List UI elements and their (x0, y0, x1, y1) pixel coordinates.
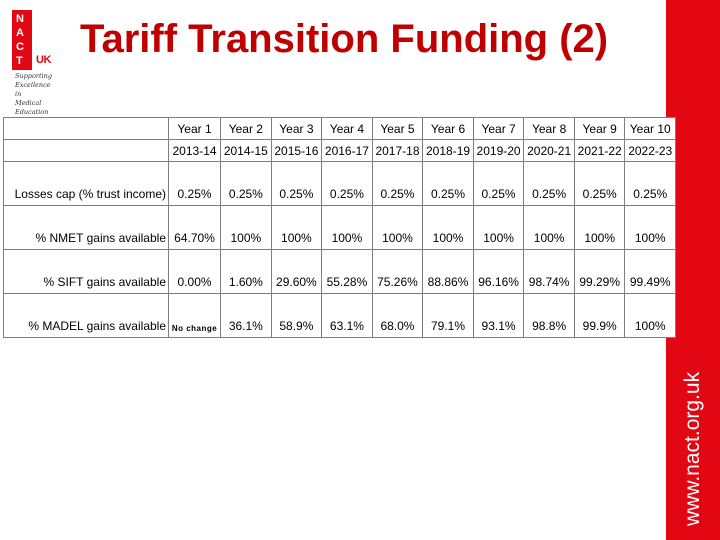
table-cell: 0.25% (220, 161, 272, 206)
table-cell: 100% (220, 205, 272, 250)
period-header: 2013-14 (167, 139, 222, 162)
year-header: Year 6 (422, 117, 474, 140)
period-header: 2017-18 (371, 139, 424, 162)
tagline-line: Education (15, 108, 49, 116)
table-cell: 100% (422, 205, 474, 250)
table-cell: 0.25% (624, 161, 676, 206)
year-header: Year 1 (167, 117, 222, 140)
year-header: Year 10 (624, 117, 676, 140)
table-cell: 100% (321, 205, 373, 250)
logo-letter: N (16, 13, 24, 25)
header-corner (3, 117, 169, 140)
table-cell: 64.70% (167, 205, 222, 250)
table-cell: 100% (624, 205, 676, 250)
table-cell: 1.60% (220, 249, 272, 294)
table-cell: 88.86% (422, 249, 474, 294)
year-header: Year 2 (220, 117, 272, 140)
period-header: 2016-17 (321, 139, 373, 162)
table-row-losses-cap: Losses cap (% trust income) 0.25% 0.25% … (3, 161, 676, 206)
table-cell: 100% (573, 205, 626, 250)
nact-logo-mark: N A C T (12, 10, 32, 70)
tagline-line: Excellence (15, 81, 51, 89)
period-header: 2019-20 (472, 139, 525, 162)
period-header: 2014-15 (220, 139, 272, 162)
row-label: % SIFT gains available (3, 249, 169, 294)
table-cell: 0.00% (167, 249, 222, 294)
table-cell: 0.25% (523, 161, 575, 206)
table-cell: 0.25% (573, 161, 626, 206)
tagline-line: Medical (15, 99, 42, 107)
table-cell: 55.28% (321, 249, 373, 294)
slide-title: Tariff Transition Funding (2) (80, 17, 609, 61)
logo-letter: A (16, 27, 24, 39)
table-cell: 93.1% (472, 293, 525, 338)
table-cell: 98.8% (523, 293, 575, 338)
logo-tagline: Supporting Excellence in Medical Educati… (15, 72, 69, 117)
table-cell: 68.0% (371, 293, 424, 338)
website-url: www.nact.org.uk (681, 371, 704, 526)
table-row-nmet: % NMET gains available 64.70% 100% 100% … (3, 205, 676, 250)
table-cell: 29.60% (270, 249, 323, 294)
year-header-row: Year 1 Year 2 Year 3 Year 4 Year 5 Year … (3, 117, 676, 140)
table-cell: 100% (624, 293, 676, 338)
table-cell: 0.25% (270, 161, 323, 206)
table-cell: 96.16% (472, 249, 525, 294)
table-cell: 0.25% (472, 161, 525, 206)
tariff-table: Year 1 Year 2 Year 3 Year 4 Year 5 Year … (3, 117, 676, 338)
table-cell: 99.9% (573, 293, 626, 338)
period-header: 2021-22 (573, 139, 626, 162)
nact-logo: N A C T UK Supporting Excellence in Medi… (12, 10, 68, 116)
table-cell: 99.29% (573, 249, 626, 294)
logo-letter: T (16, 55, 23, 67)
table-row-madel: % MADEL gains available No change 36.1% … (3, 293, 676, 338)
table-cell: 79.1% (422, 293, 474, 338)
table-cell: 0.25% (321, 161, 373, 206)
table-cell: 100% (270, 205, 323, 250)
year-header: Year 8 (523, 117, 575, 140)
period-header: 2015-16 (270, 139, 323, 162)
row-label: % NMET gains available (3, 205, 169, 250)
year-header: Year 4 (321, 117, 373, 140)
period-header: 2020-21 (523, 139, 575, 162)
table-cell: 100% (472, 205, 525, 250)
table-row-sift: % SIFT gains available 0.00% 1.60% 29.60… (3, 249, 676, 294)
tagline-line: in (15, 90, 22, 98)
table-cell: 58.9% (270, 293, 323, 338)
header-corner (3, 139, 169, 162)
row-label: Losses cap (% trust income) (3, 161, 169, 206)
table-cell: 75.26% (371, 249, 424, 294)
logo-letter: C (16, 41, 24, 53)
table-cell: 98.74% (523, 249, 575, 294)
tagline-line: Supporting (15, 72, 53, 80)
period-header: 2022-23 (624, 139, 676, 162)
period-header: 2018-19 (422, 139, 474, 162)
logo-uk: UK (36, 54, 51, 66)
year-header: Year 3 (270, 117, 323, 140)
table-cell: No change (167, 293, 222, 338)
table-cell: 100% (371, 205, 424, 250)
year-header: Year 5 (371, 117, 424, 140)
year-header: Year 9 (573, 117, 626, 140)
table-cell: 63.1% (321, 293, 373, 338)
table-cell: 99.49% (624, 249, 676, 294)
row-label: % MADEL gains available (3, 293, 169, 338)
table-cell: 36.1% (220, 293, 272, 338)
period-header-row: 2013-14 2014-15 2015-16 2016-17 2017-18 … (3, 139, 676, 162)
table-cell: 0.25% (371, 161, 424, 206)
table-cell: 0.25% (422, 161, 474, 206)
table-cell: 0.25% (167, 161, 222, 206)
table-cell: 100% (523, 205, 575, 250)
year-header: Year 7 (472, 117, 525, 140)
